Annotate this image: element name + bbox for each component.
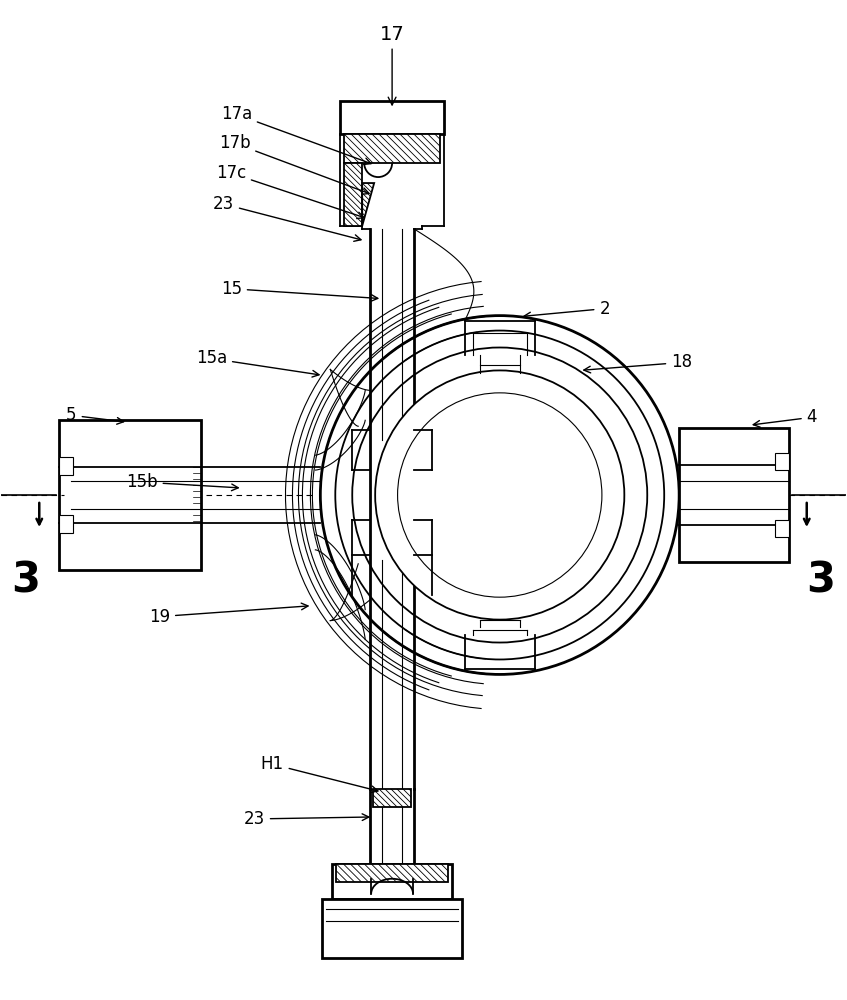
Polygon shape xyxy=(344,163,363,226)
Text: H1: H1 xyxy=(261,755,378,793)
Circle shape xyxy=(397,393,602,597)
Polygon shape xyxy=(336,864,448,882)
Text: 23: 23 xyxy=(213,195,361,241)
Circle shape xyxy=(335,331,664,659)
Polygon shape xyxy=(344,134,440,163)
Text: 15a: 15a xyxy=(196,349,319,377)
Text: 19: 19 xyxy=(149,603,308,626)
Bar xyxy=(323,899,462,958)
Bar xyxy=(679,428,789,562)
Text: 15: 15 xyxy=(221,280,378,301)
Text: 3: 3 xyxy=(11,560,40,602)
Bar xyxy=(775,520,789,537)
Text: 18: 18 xyxy=(584,353,692,373)
Bar xyxy=(59,457,73,475)
Bar xyxy=(59,420,201,570)
Text: 4: 4 xyxy=(753,408,817,427)
Text: 3: 3 xyxy=(806,560,835,602)
Text: 17: 17 xyxy=(379,25,405,105)
Text: 23: 23 xyxy=(244,810,368,828)
Circle shape xyxy=(375,370,624,620)
Bar xyxy=(59,515,73,533)
Circle shape xyxy=(352,348,647,643)
Polygon shape xyxy=(374,789,411,807)
Text: 2: 2 xyxy=(524,300,610,319)
Text: 15b: 15b xyxy=(126,473,238,491)
Bar xyxy=(775,453,789,470)
Text: 5: 5 xyxy=(66,406,124,424)
Text: 17a: 17a xyxy=(221,105,371,164)
Bar xyxy=(340,101,444,134)
Text: 17c: 17c xyxy=(216,164,364,219)
Circle shape xyxy=(320,316,679,674)
Text: 17b: 17b xyxy=(219,134,369,194)
Polygon shape xyxy=(363,183,374,226)
Bar xyxy=(332,864,452,899)
